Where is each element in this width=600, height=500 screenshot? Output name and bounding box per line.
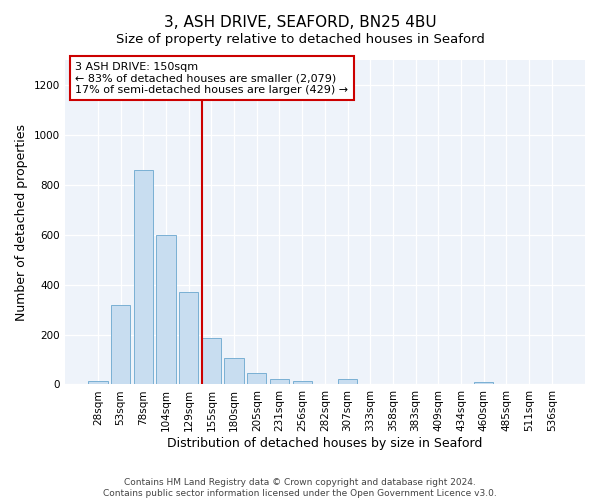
Bar xyxy=(338,380,357,384)
Bar xyxy=(111,304,130,384)
Bar xyxy=(224,358,244,384)
Text: 3 ASH DRIVE: 150sqm
← 83% of detached houses are smaller (2,079)
17% of semi-det: 3 ASH DRIVE: 150sqm ← 83% of detached ho… xyxy=(75,62,348,95)
Bar xyxy=(270,379,289,384)
Bar xyxy=(157,234,176,384)
Bar xyxy=(88,382,107,384)
Bar xyxy=(293,380,312,384)
Text: Contains HM Land Registry data © Crown copyright and database right 2024.
Contai: Contains HM Land Registry data © Crown c… xyxy=(103,478,497,498)
Bar xyxy=(474,382,493,384)
Y-axis label: Number of detached properties: Number of detached properties xyxy=(15,124,28,320)
Bar xyxy=(247,372,266,384)
Text: Size of property relative to detached houses in Seaford: Size of property relative to detached ho… xyxy=(116,32,484,46)
Text: 3, ASH DRIVE, SEAFORD, BN25 4BU: 3, ASH DRIVE, SEAFORD, BN25 4BU xyxy=(164,15,436,30)
Bar xyxy=(202,338,221,384)
Bar xyxy=(179,292,199,384)
X-axis label: Distribution of detached houses by size in Seaford: Distribution of detached houses by size … xyxy=(167,437,482,450)
Bar xyxy=(134,170,153,384)
